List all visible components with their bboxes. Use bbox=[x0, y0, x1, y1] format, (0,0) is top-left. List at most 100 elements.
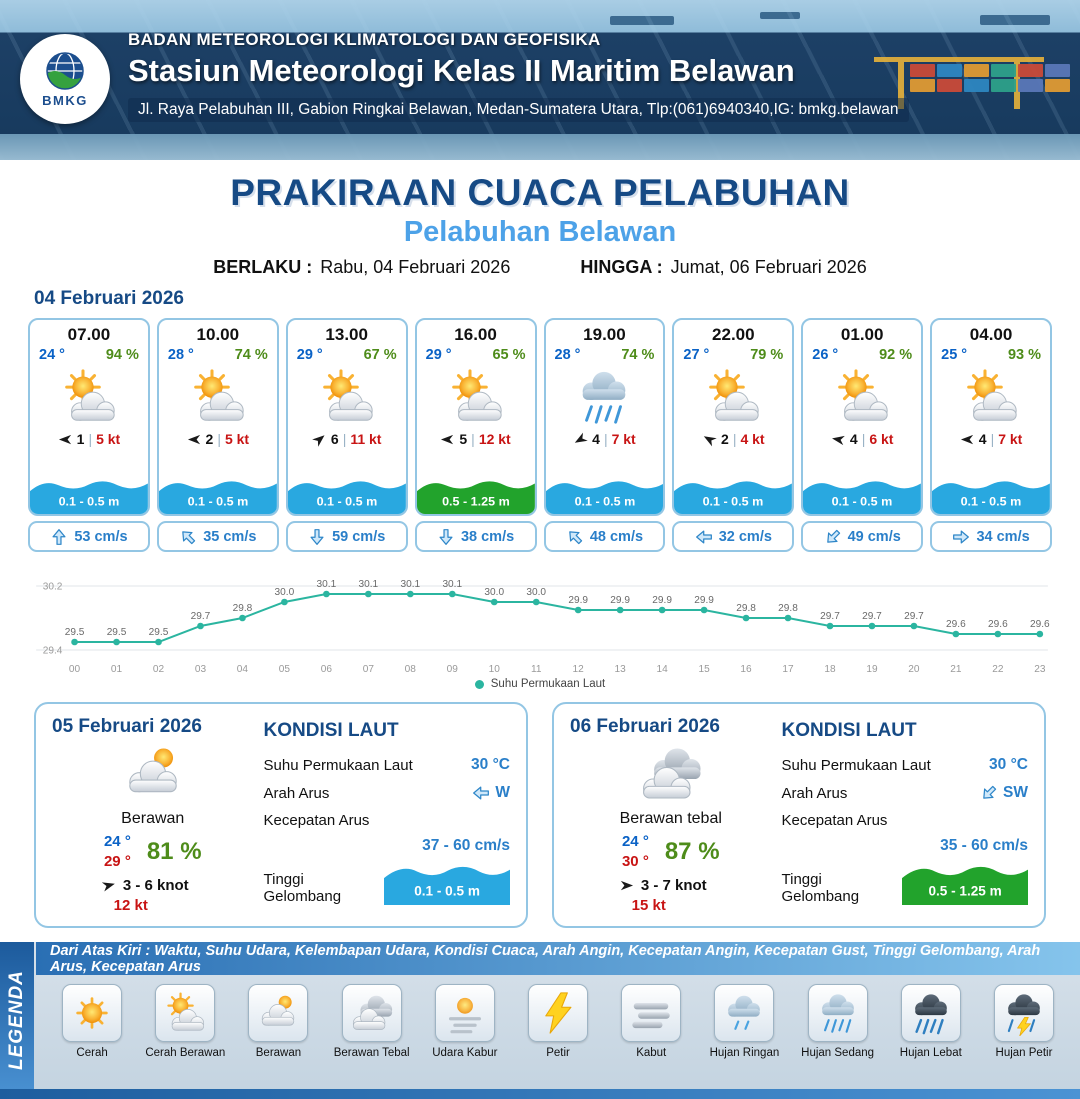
humidity: 65 % bbox=[492, 347, 526, 363]
legend-weather-icon bbox=[535, 990, 581, 1036]
legend-item: Berawan bbox=[236, 984, 320, 1059]
sst-line-chart: 30.229.429.50029.50129.50229.70329.80430… bbox=[36, 579, 1050, 675]
current-box: 59 cm/s bbox=[285, 521, 408, 552]
legend-item: Berawan Tebal bbox=[330, 984, 414, 1059]
current-direction-icon bbox=[562, 524, 587, 549]
wind-speed: 5 bbox=[459, 431, 468, 447]
daily-card-day2: 06 Februari 2026 Berawan tebal 24 ° 30 °… bbox=[552, 702, 1046, 928]
separator: | bbox=[342, 431, 347, 447]
legend-item-label: Cerah bbox=[76, 1047, 108, 1059]
current-direction-label: Arah Arus bbox=[781, 784, 848, 802]
berlaku-label: BERLAKU : bbox=[213, 257, 313, 277]
svg-text:29.4: 29.4 bbox=[43, 646, 63, 657]
legend-icon-box bbox=[434, 984, 495, 1042]
weather-condition-icon bbox=[187, 366, 249, 428]
air-temperature: 29 ° bbox=[425, 347, 452, 363]
hingga-value: Jumat, 06 Februari 2026 bbox=[670, 257, 867, 277]
current-box: 35 cm/s bbox=[156, 521, 279, 552]
bmkg-logo-text: BMKG bbox=[42, 93, 88, 108]
chart-legend-dot bbox=[474, 679, 484, 689]
legend-item-label: Kabut bbox=[636, 1047, 667, 1059]
station-name: Stasiun Meteorologi Kelas II Maritim Bel… bbox=[128, 53, 795, 88]
legend-item: Hujan Petir bbox=[982, 984, 1066, 1059]
legend-item-label: Berawan bbox=[255, 1047, 302, 1059]
svg-text:29.6: 29.6 bbox=[1030, 619, 1050, 630]
hourly-forecast-card: 13.00 29 ° 67 % 6 | 11 kt 0.1 - 0.5 m 59… bbox=[285, 318, 408, 552]
legend-item-label: Hujan Petir bbox=[995, 1047, 1053, 1059]
legend-icon-box bbox=[155, 984, 216, 1042]
svg-text:23: 23 bbox=[1034, 664, 1046, 675]
max-temperature: 29 ° bbox=[103, 852, 131, 870]
wave-height-value: 0.1 - 0.5 m bbox=[961, 495, 1022, 509]
daily-weather-icon bbox=[115, 740, 191, 808]
wind-gust: 6 kt bbox=[869, 431, 894, 447]
separator: | bbox=[990, 431, 995, 447]
weather-condition-icon bbox=[831, 366, 893, 428]
current-speed-value: 35 - 60 cm/s bbox=[940, 837, 1028, 854]
current-speed: 53 cm/s bbox=[74, 528, 128, 545]
hourly-card-body: 22.00 27 ° 79 % 2 | 4 kt 0.1 - 0.5 m bbox=[672, 318, 795, 516]
current-box: 34 cm/s bbox=[930, 521, 1052, 552]
current-direction-icon bbox=[50, 528, 68, 546]
svg-text:15: 15 bbox=[698, 664, 710, 675]
wind-direction-icon bbox=[619, 878, 634, 893]
legend-icon-box bbox=[714, 984, 775, 1042]
wind-gust: 7 kt bbox=[998, 431, 1023, 447]
humidity: 93 % bbox=[1007, 347, 1041, 363]
wind-gust: 5 kt bbox=[96, 431, 121, 447]
current-direction-icon bbox=[976, 780, 1001, 805]
wave-height-band: 0.5 - 1.25 m bbox=[901, 866, 1028, 905]
svg-text:17: 17 bbox=[782, 664, 794, 675]
time-label: 07.00 bbox=[67, 325, 111, 344]
sst-value: 30 °C bbox=[989, 756, 1028, 773]
legend-weather-icon bbox=[162, 990, 208, 1036]
hourly-card-body: 13.00 29 ° 67 % 6 | 11 kt 0.1 - 0.5 m bbox=[285, 318, 408, 516]
svg-text:30.1: 30.1 bbox=[442, 579, 462, 590]
current-speed-label: Kecepatan Arus bbox=[781, 812, 888, 829]
legend-item-label: Berawan Tebal bbox=[333, 1047, 410, 1059]
svg-text:09: 09 bbox=[447, 664, 459, 675]
legend-item: Udara Kabur bbox=[423, 984, 507, 1059]
legend-weather-icon bbox=[255, 990, 301, 1036]
current-speed: 34 cm/s bbox=[976, 528, 1030, 545]
time-label: 19.00 bbox=[583, 325, 626, 344]
svg-text:05: 05 bbox=[279, 664, 291, 675]
separator: | bbox=[471, 431, 475, 447]
air-temperature: 25 ° bbox=[941, 347, 968, 363]
wave-height-value: 0.1 - 0.5 m bbox=[414, 883, 480, 898]
wind-speed: 2 bbox=[721, 431, 729, 447]
weather-condition-icon bbox=[573, 366, 635, 428]
svg-text:29.5: 29.5 bbox=[65, 627, 85, 638]
legend-item-label: Cerah Berawan bbox=[145, 1047, 226, 1059]
air-temperature: 28 ° bbox=[167, 347, 194, 363]
current-direction-icon bbox=[695, 528, 713, 546]
air-temperature: 29 ° bbox=[296, 347, 323, 363]
current-box: 53 cm/s bbox=[28, 521, 150, 552]
title-section: PRAKIRAAN CUACA PELABUHAN Pelabuhan Bela… bbox=[0, 172, 1080, 310]
current-speed: 32 cm/s bbox=[718, 528, 772, 545]
legend-icon-box bbox=[528, 984, 589, 1042]
hourly-card-body: 01.00 26 ° 92 % 4 | 6 kt 0.1 - 0.5 m bbox=[801, 318, 924, 516]
station-address: Jl. Raya Pelabuhan III, Gabion Ringkai B… bbox=[128, 98, 909, 122]
container-stack-illustration bbox=[910, 64, 1070, 92]
svg-text:07: 07 bbox=[363, 664, 375, 675]
wave-height-value: 0.1 - 0.5 m bbox=[703, 495, 764, 509]
max-temperature: 30 ° bbox=[621, 852, 649, 870]
legend-item-label: Hujan Ringan bbox=[709, 1047, 780, 1059]
wind-speed: 4 bbox=[978, 431, 987, 447]
svg-text:14: 14 bbox=[656, 664, 668, 675]
legend-item: Hujan Sedang bbox=[796, 984, 880, 1059]
chart-legend-label: Suhu Permukaan Laut bbox=[490, 678, 606, 690]
hourly-forecast-card: 22.00 27 ° 79 % 2 | 4 kt 0.1 - 0.5 m 32 … bbox=[672, 318, 795, 552]
wind-speed-range: 3 - 6 knot bbox=[122, 877, 189, 894]
wave-height-value: 0.1 - 0.5 m bbox=[59, 495, 120, 509]
legend-title: LEGENDA bbox=[0, 942, 34, 1099]
hourly-card-body: 04.00 25 ° 93 % 4 | 7 kt 0.1 - 0.5 m bbox=[930, 318, 1052, 516]
svg-text:29.6: 29.6 bbox=[946, 619, 966, 630]
wind-gust: 11 kt bbox=[350, 431, 382, 447]
wind-direction-icon bbox=[99, 876, 117, 894]
current-speed: 59 cm/s bbox=[332, 528, 386, 545]
wind-direction-icon bbox=[699, 429, 719, 449]
daily-date: 05 Februari 2026 bbox=[52, 716, 202, 737]
wind-gust: 12 kt bbox=[113, 897, 148, 914]
